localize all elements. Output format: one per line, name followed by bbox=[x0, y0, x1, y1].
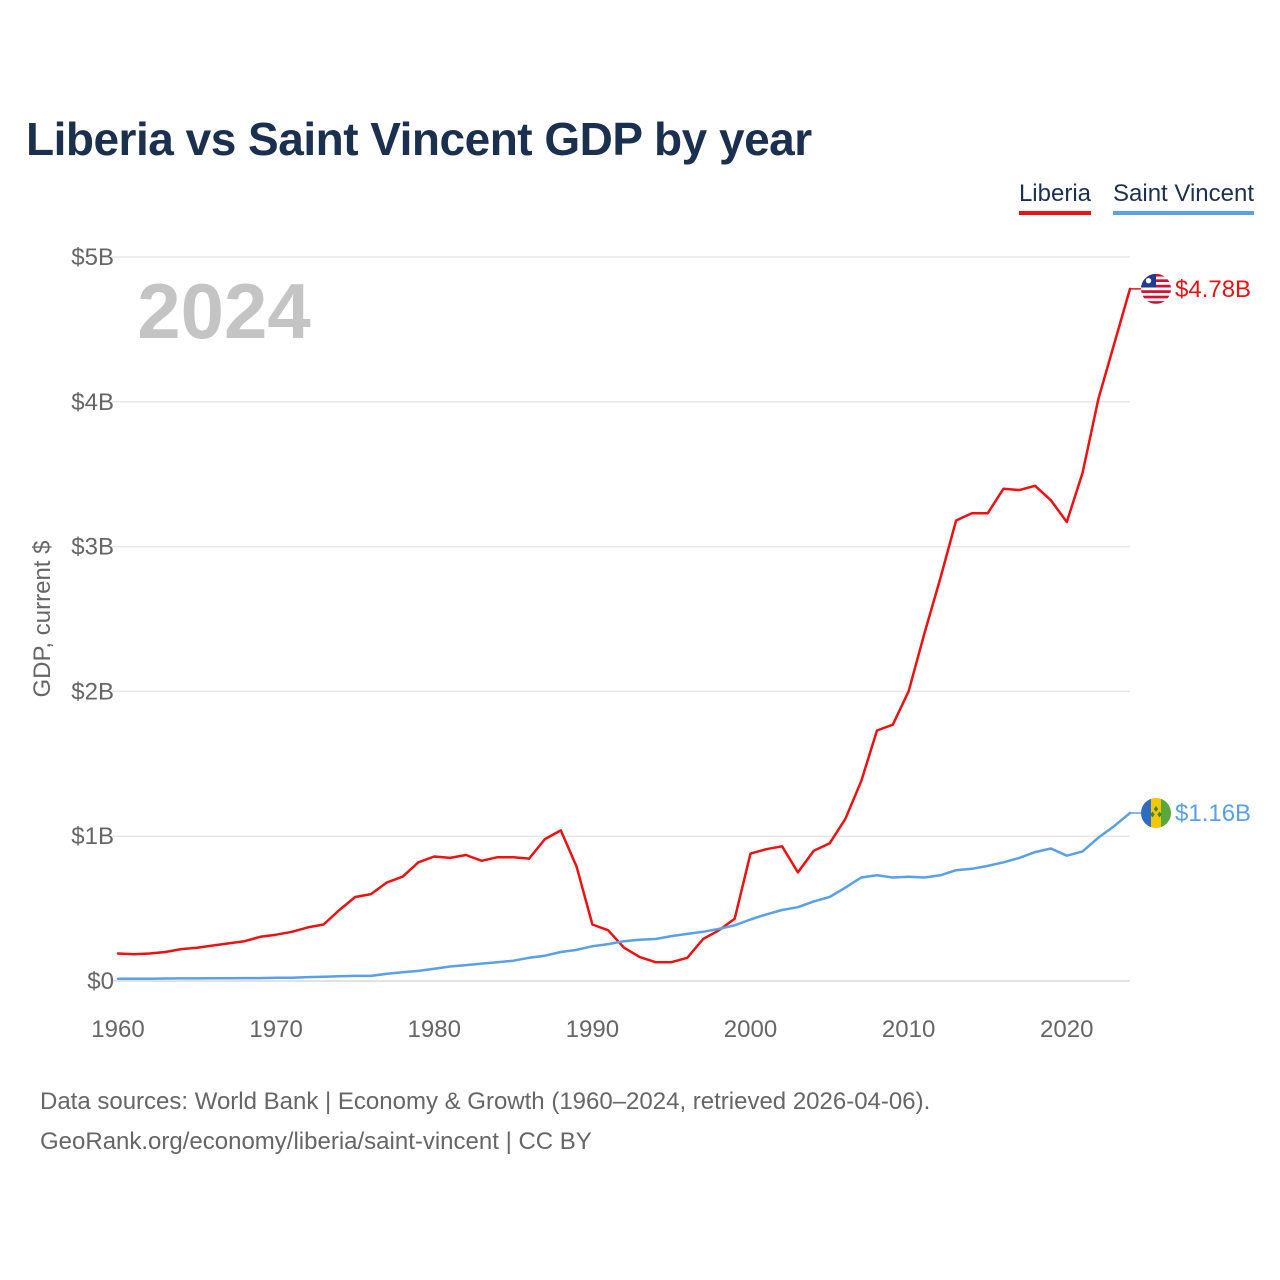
x-tick-label: 1970 bbox=[249, 1016, 302, 1043]
y-tick-label: $5B bbox=[71, 244, 114, 271]
x-tick-label: 1990 bbox=[566, 1016, 619, 1043]
x-tick-label: 2020 bbox=[1040, 1016, 1093, 1043]
end-value-label: $1.16B bbox=[1175, 800, 1251, 827]
end-value-label: $4.78B bbox=[1175, 276, 1251, 303]
x-tick-label: 2000 bbox=[724, 1016, 777, 1043]
series-lines bbox=[116, 287, 1132, 981]
liberia-flag-icon bbox=[1141, 273, 1171, 304]
y-tick-label: $2B bbox=[71, 678, 114, 705]
data-source-note: Data sources: World Bank | Economy & Gro… bbox=[40, 1088, 931, 1115]
y-tick-label: $0 bbox=[87, 968, 114, 995]
chart-footer: Data sources: World Bank | Economy & Gro… bbox=[40, 1082, 930, 1162]
x-tick-label: 1980 bbox=[408, 1016, 461, 1043]
legend-item-saint-vincent[interactable]: Saint Vincent bbox=[1113, 180, 1254, 215]
legend-item-liberia[interactable]: Liberia bbox=[1018, 180, 1091, 215]
y-axis-label: GDP, current $ bbox=[29, 541, 56, 698]
series-line-saint-vincent[interactable] bbox=[116, 811, 1132, 981]
chart-title: Liberia vs Saint Vincent GDP by year bbox=[26, 113, 812, 165]
series-line-liberia[interactable] bbox=[116, 287, 1132, 964]
chart-legend: Liberia Saint Vincent bbox=[1018, 180, 1254, 215]
year-watermark: 2024 bbox=[137, 267, 311, 355]
gdp-line-chart: $0 $1B $2B $3B $4B $5B 1960 1970 1980 1990 2000 201… bbox=[29, 244, 1251, 1043]
axes: $0 $1B $2B $3B $4B $5B 1960 1970 1980 1990 2000 201… bbox=[29, 244, 1093, 1043]
x-tick-label: 1960 bbox=[91, 1016, 144, 1043]
end-labels: $4.78B $1.16B bbox=[1130, 273, 1251, 829]
grid-lines bbox=[112, 256, 1130, 982]
y-tick-label: $1B bbox=[71, 823, 114, 850]
y-tick-label: $4B bbox=[71, 389, 114, 416]
y-tick-label: $3B bbox=[71, 534, 114, 561]
x-tick-label: 2010 bbox=[882, 1016, 935, 1043]
credit-link[interactable]: GeoRank.org/economy/liberia/saint-vincen… bbox=[40, 1128, 592, 1155]
saint-vincent-flag-icon bbox=[1141, 798, 1171, 829]
